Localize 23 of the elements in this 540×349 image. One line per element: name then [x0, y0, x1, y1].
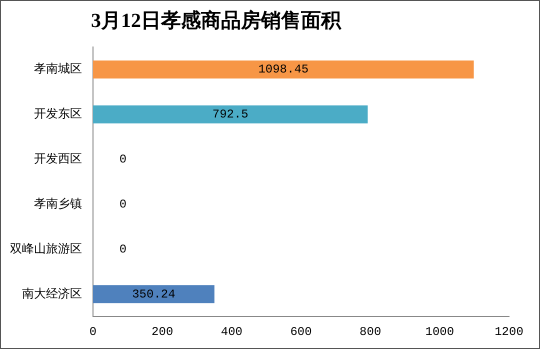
- data-label: 0: [119, 197, 127, 212]
- x-tick-label: 1200: [494, 324, 524, 339]
- y-tick-label: 双峰山旅游区: [10, 241, 82, 256]
- bar: [93, 285, 214, 304]
- data-label: 0: [119, 152, 127, 167]
- y-tick-label: 开发东区: [34, 106, 82, 121]
- y-tick-label: 孝南乡镇: [34, 196, 82, 210]
- x-tick-label: 200: [152, 324, 174, 339]
- data-label: 792.5: [212, 108, 248, 122]
- data-label: 0: [119, 242, 127, 256]
- bar: [93, 60, 474, 78]
- x-tick-label: 0: [89, 324, 97, 339]
- x-tick-label: 400: [220, 324, 242, 339]
- x-tick-label: 800: [360, 324, 382, 339]
- bar: [93, 105, 368, 124]
- y-tick-label: 南大经济区: [22, 286, 82, 300]
- chart-title: 3月12日孝感商品房销售面积: [90, 8, 342, 34]
- y-tick-label: 孝南城区: [34, 62, 82, 76]
- x-tick-label: 1000: [425, 324, 454, 339]
- data-label: 350.24: [132, 287, 176, 302]
- x-tick-label: 600: [290, 324, 312, 339]
- y-tick-label: 开发西区: [34, 151, 82, 166]
- data-label: 1098.45: [258, 62, 309, 77]
